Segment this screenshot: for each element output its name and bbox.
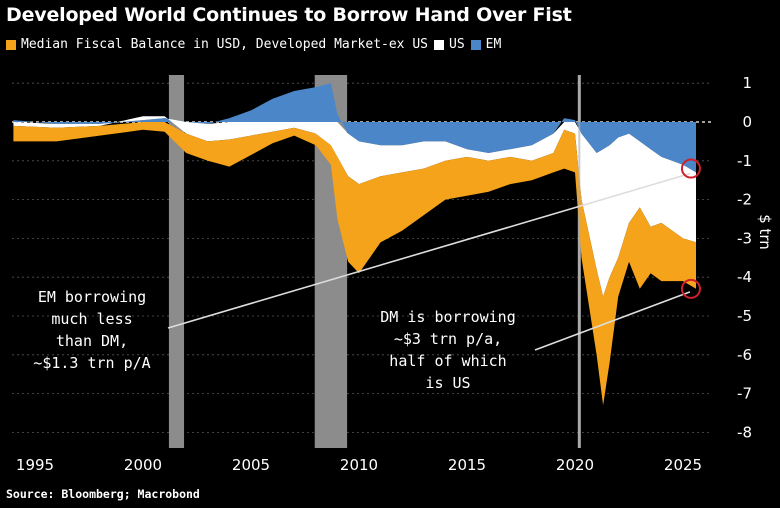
annotation-text: DM is borrowing: [380, 308, 515, 326]
legend-swatch-em: [470, 39, 481, 50]
x-tick-label: 2020: [556, 456, 594, 474]
legend-label-dm: Median Fiscal Balance in USD, Developed …: [21, 37, 428, 52]
y-tick-label: -5: [737, 307, 752, 325]
y-tick-label: -1: [737, 152, 752, 170]
y-tick-label: -8: [737, 423, 752, 441]
area-dm-ex-us: [13, 122, 696, 406]
annotation-leader-line: [534, 291, 691, 351]
x-tick-label: 2005: [232, 456, 270, 474]
highlight-circle: [680, 158, 701, 179]
annotation-leader-line: [167, 172, 691, 329]
y-tick-label: -6: [737, 346, 752, 364]
annotation-text: ~$1.3 trn p/A: [33, 354, 150, 372]
annotation-text: half of which: [389, 352, 506, 370]
x-tick-label: 2010: [340, 456, 378, 474]
x-tick-label: 2015: [448, 456, 486, 474]
legend-label-us: US: [449, 37, 465, 52]
y-tick-label: -3: [737, 229, 752, 247]
y-tick-label: 1: [742, 74, 752, 92]
recession-bar: [168, 75, 185, 448]
annotation-text: is US: [425, 374, 470, 392]
source-note: Source: Bloomberg; Macrobond: [6, 487, 200, 501]
legend-label-em: EM: [485, 37, 502, 52]
area-us: [13, 116, 696, 297]
annotation-text: EM borrowing: [38, 288, 146, 306]
y-tick-label: -7: [737, 385, 752, 403]
area-em: [13, 83, 696, 173]
highlight-circle: [680, 278, 701, 299]
legend-swatch-dm: [6, 39, 16, 50]
x-tick-label: 2025: [664, 456, 702, 474]
legend-swatch-us: [434, 39, 444, 50]
annotation-text: ~$3 trn p/a,: [394, 330, 502, 348]
y-tick-label: 0: [742, 113, 752, 131]
y-tick-label: -2: [737, 191, 752, 209]
x-tick-label: 1995: [16, 456, 54, 474]
y-tick-label: -4: [737, 268, 752, 286]
annotation-text: much less: [51, 310, 132, 328]
legend: Median Fiscal Balance in USD, Developed …: [6, 37, 501, 52]
x-tick-label: 2000: [124, 456, 162, 474]
chart-title: Developed World Continues to Borrow Hand…: [6, 4, 572, 26]
annotation-text: than DM,: [56, 332, 128, 350]
y-axis-label: $ trn: [756, 214, 774, 250]
